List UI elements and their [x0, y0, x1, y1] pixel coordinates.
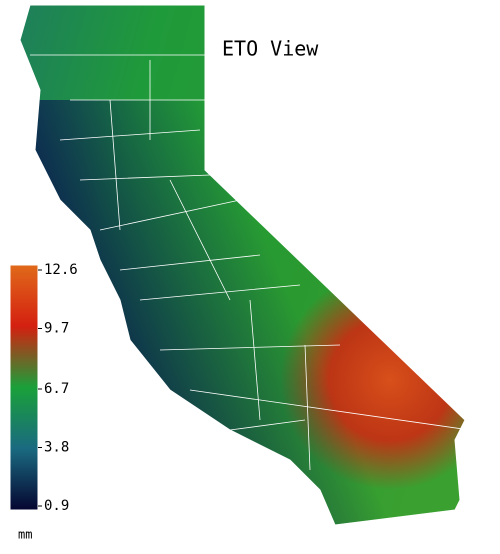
legend-tick-label: 12.6: [44, 262, 78, 278]
county-lines: [30, 54, 465, 471]
legend-tick-label: 0.9: [44, 498, 69, 514]
legend-tick-label: 6.7: [44, 381, 69, 397]
color-bar: [9, 264, 39, 511]
legend-tick-label: 9.7: [44, 320, 69, 336]
legend-unit: mm: [18, 528, 32, 542]
map-title: ETO View: [222, 37, 319, 61]
legend-tick-label: 3.8: [44, 440, 69, 456]
legend-ticks: 12.6 9.7 6.7 3.8 0.9: [38, 262, 78, 514]
